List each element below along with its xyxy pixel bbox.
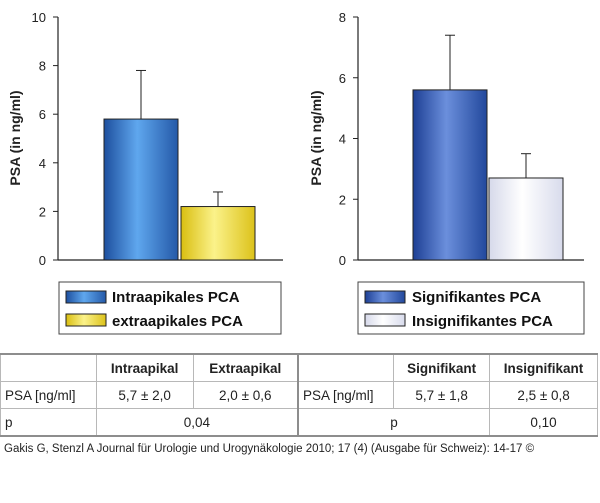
chart-left-tick-label: 10 — [32, 10, 46, 25]
chart-left-tick-label: 0 — [39, 253, 46, 268]
chart-right-bar-signifikant — [412, 89, 488, 261]
charts-area: PSA (in ng/ml) 0 2 4 6 8 10 Intraapikales PCA… — [7, 10, 585, 335]
chart-left-tick-label: 6 — [39, 107, 46, 122]
chart-left-tick-label: 4 — [39, 156, 46, 171]
chart-left-bar-intraapikal — [103, 118, 179, 261]
chart-right-legend-label-signifikant: Signifikantes PCA — [412, 289, 541, 306]
stats-psa-label-right: PSA [ng/ml] — [297, 381, 395, 409]
stats-p-label-left: p — [0, 408, 97, 437]
stats-header-row: Intraapikal Extraapikal Signifikant Insi… — [0, 353, 598, 382]
chart-right-legend-swatch-signifikant — [364, 290, 406, 304]
chart-left-legend-label-intraapikal: Intraapikales PCA — [112, 289, 240, 306]
chart-right-bar-insignifikant — [488, 177, 564, 261]
stats-header-insignifikant: Insignifikant — [489, 353, 598, 382]
stats-p-row: p 0,04 p 0,10 — [0, 408, 598, 437]
stats-psa-insignifikant: 2,5 ± 0,8 — [489, 381, 598, 409]
chart-right-legend-label-insignifikant: Insignifikantes PCA — [412, 313, 553, 330]
stats-psa-signifikant: 5,7 ± 1,8 — [393, 381, 491, 409]
stats-table: Intraapikal Extraapikal Signifikant Insi… — [0, 353, 598, 437]
chart-right: PSA (in ng/ml) 0 2 4 6 8 Signifikantes PCA I… — [308, 10, 585, 335]
chart-right-tick-label: 8 — [339, 10, 346, 25]
chart-right-tick-label: 4 — [339, 132, 346, 147]
stats-p-value-left: 0,04 — [95, 408, 299, 437]
chart-left-ticks: 0 2 4 6 8 10 — [32, 10, 58, 268]
stats-psa-label-left: PSA [ng/ml] — [0, 381, 97, 409]
chart-right-ticks: 0 2 4 6 8 — [339, 10, 358, 268]
chart-left-legend-label-extraapikal: extraapikales PCA — [112, 313, 243, 330]
stats-header-cell — [297, 353, 395, 382]
stats-psa-row: PSA [ng/ml] 5,7 ± 2,0 2,0 ± 0,6 PSA [ng/… — [0, 381, 598, 409]
chart-right-tick-label: 0 — [339, 253, 346, 268]
citation: Gakis G, Stenzl A Journal für Urologie u… — [4, 443, 535, 455]
stats-header-intraapikal: Intraapikal — [95, 353, 194, 382]
stats-header-extraapikal: Extraapikal — [192, 353, 299, 382]
chart-right-tick-label: 6 — [339, 71, 346, 86]
chart-left-tick-label: 8 — [39, 59, 46, 74]
chart-left: PSA (in ng/ml) 0 2 4 6 8 10 Intraapikales PCA… — [7, 10, 283, 335]
chart-left-legend-swatch-intraapikal — [65, 290, 107, 304]
stats-psa-intraapikal: 5,7 ± 2,0 — [95, 381, 194, 409]
chart-left-ylabel: PSA (in ng/ml) — [7, 90, 23, 185]
chart-right-legend-swatch-insignifikant — [364, 313, 406, 327]
stats-p-value-right: 0,10 — [489, 408, 598, 437]
stats-p-label-right: p — [297, 408, 491, 437]
stats-header-signifikant: Signifikant — [393, 353, 491, 382]
chart-left-bar-extraapikal — [180, 206, 256, 261]
stats-psa-extraapikal: 2,0 ± 0,6 — [192, 381, 299, 409]
chart-right-tick-label: 2 — [339, 192, 346, 207]
chart-left-tick-label: 2 — [39, 204, 46, 219]
chart-left-legend-swatch-extraapikal — [65, 313, 107, 327]
stats-header-cell — [0, 353, 97, 382]
chart-right-ylabel: PSA (in ng/ml) — [308, 90, 324, 185]
